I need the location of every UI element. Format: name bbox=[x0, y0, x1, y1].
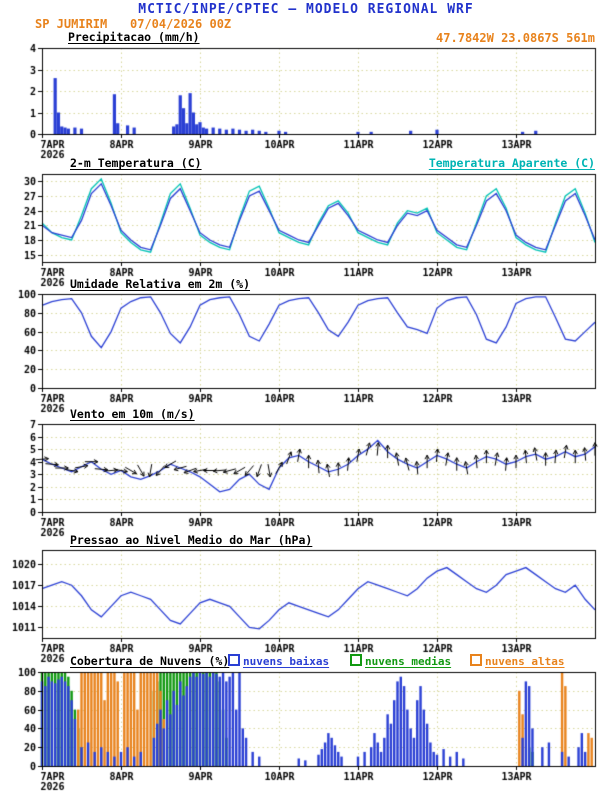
panel-title-wind: Vento em 10m (m/s) bbox=[70, 407, 195, 421]
panel-title-precipitation: Precipitacao (mm/h) bbox=[68, 30, 200, 44]
temperature-chart bbox=[0, 168, 612, 288]
low-clouds-swatch-icon bbox=[228, 654, 240, 666]
humidity-chart bbox=[0, 288, 612, 414]
high-clouds-swatch-icon bbox=[470, 654, 482, 666]
apparent-temperature-legend: Temperatura Aparente (C) bbox=[428, 156, 595, 170]
wind-chart bbox=[0, 418, 612, 538]
run-datetime: 07/04/2026 00Z bbox=[130, 17, 232, 31]
mid-clouds-swatch-icon bbox=[350, 654, 362, 666]
legend-high-clouds: nuvens altas bbox=[470, 654, 564, 668]
station-coordinates: 47.7842W 23.0867S 561m bbox=[436, 31, 595, 45]
station-name: SP JUMIRIM bbox=[35, 17, 108, 31]
clouds-chart bbox=[0, 666, 612, 792]
legend-mid-clouds: nuvens medias bbox=[350, 654, 451, 668]
panel-title-pressure: Pressao ao Nivel Medio do Mar (hPa) bbox=[70, 533, 313, 547]
panel-title-temperature: 2-m Temperatura (C) bbox=[70, 156, 202, 170]
legend-low-clouds: nuvens baixas bbox=[228, 654, 329, 668]
precipitation-chart bbox=[0, 42, 612, 160]
panel-title-clouds: Cobertura de Nuvens (%) bbox=[70, 654, 230, 668]
pressure-chart bbox=[0, 544, 612, 664]
model-title: MCTIC/INPE/CPTEC — MODELO REGIONAL WRF bbox=[138, 2, 474, 17]
panel-title-humidity: Umidade Relativa em 2m (%) bbox=[70, 277, 251, 291]
